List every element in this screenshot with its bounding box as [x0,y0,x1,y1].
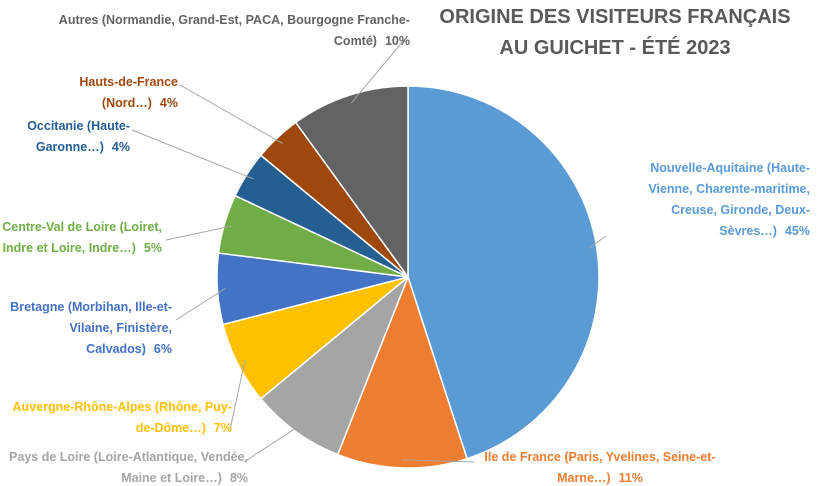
leader-line [243,424,301,463]
leader-line [402,459,475,463]
leader-line [165,225,233,241]
category-label: Ile de France (Paris, Yvelines, Seine-et… [484,450,716,485]
category-label: Autres (Normandie, Grand-Est, PACA, Bour… [58,13,410,48]
value-label: 45% [784,224,810,238]
leader-line [229,359,246,431]
value-label: 6% [153,342,172,356]
slice-label: Ile de France (Paris, Yvelines, Seine-et… [470,447,730,486]
value-label: 5% [143,241,162,255]
slice-label: Occitanie (Haute-Garonne…) 4% [0,116,130,158]
value-label: 4% [159,96,178,110]
slice-label: Nouvelle-Aquitaine (Haute-Vienne, Charen… [610,158,810,242]
category-label: Bretagne (Morbihan, Ille-et-Vilaine, Fin… [10,300,172,356]
value-label: 4% [111,140,130,154]
leader-line [175,288,226,321]
value-label: 7% [213,421,232,435]
chart-title: ORIGINE DES VISITEURS FRANÇAIS AU GUICHE… [439,6,791,59]
leader-line [351,39,405,104]
category-label: Occitanie (Haute-Garonne…) [27,119,130,154]
slice-label: Autres (Normandie, Grand-Est, PACA, Bour… [0,10,410,52]
slice-label: Hauts-de-France (Nord…) 4% [0,72,178,114]
category-label: Nouvelle-Aquitaine (Haute-Vienne, Charen… [648,161,810,238]
value-label: 8% [229,471,248,485]
slice-label: Bretagne (Morbihan, Ille-et-Vilaine, Fin… [0,297,172,360]
value-label: 10% [384,34,410,48]
leader-line [131,129,254,180]
leader-line [179,84,283,145]
category-label: Centre-Val de Loire (Loiret, Indre et Lo… [2,220,162,255]
pie-slice [336,274,468,469]
pie-slice [294,85,409,280]
pie-slice [259,276,409,456]
leader-line [588,235,607,249]
slice-label: Pays de Loire (Loire-Atlantique, Vendée,… [0,447,248,486]
category-label: Hauts-de-France (Nord…) [79,75,178,110]
value-label: 11% [618,471,643,485]
category-label: Auvergne-Rhône-Alpes (Rhône, Puy-de-Dôme… [12,400,232,435]
slice-label: Centre-Val de Loire (Loiret, Indre et Lo… [0,217,162,259]
pie-slice [407,85,600,460]
category-label: Pays de Loire (Loire-Atlantique, Vendée,… [9,450,248,485]
slice-label: Auvergne-Rhône-Alpes (Rhône, Puy-de-Dôme… [0,397,232,439]
